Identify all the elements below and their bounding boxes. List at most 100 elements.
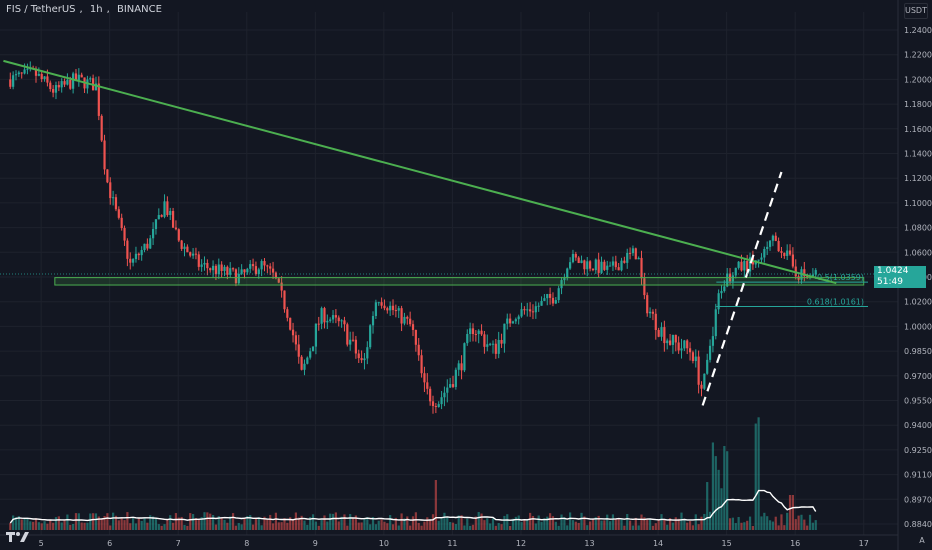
candle-body — [369, 325, 372, 348]
volume-bar — [569, 512, 572, 530]
candle-body — [780, 251, 783, 253]
candle-body — [66, 79, 69, 85]
volume-bar — [794, 519, 797, 530]
volume-bar — [783, 525, 786, 530]
candle-body — [229, 268, 232, 275]
volume-bar — [86, 522, 89, 530]
candle-body — [549, 293, 552, 298]
volume-bar — [311, 514, 315, 530]
candle-body — [620, 260, 623, 271]
candle-body — [686, 340, 689, 349]
volume-bar — [754, 423, 757, 530]
volume-bar — [646, 518, 649, 530]
volume-bar — [654, 523, 657, 530]
candle-body — [594, 259, 597, 271]
candle-body — [120, 217, 123, 229]
candle-body — [634, 248, 637, 260]
candle-body — [806, 276, 809, 278]
volume-bar — [708, 511, 712, 530]
volume-bar — [94, 513, 98, 530]
candle-body — [426, 382, 429, 389]
volume-bar — [740, 522, 743, 530]
candle-body — [603, 261, 606, 270]
candle-body — [774, 235, 777, 241]
candle-body — [157, 215, 160, 220]
candle-body — [671, 334, 675, 345]
candle-body — [454, 369, 457, 387]
candle-body — [580, 260, 583, 264]
candle-body — [534, 306, 537, 313]
volume-bar — [671, 522, 675, 530]
candle-body — [246, 268, 249, 273]
volume-bar — [640, 514, 643, 530]
candle-body — [226, 266, 229, 275]
candle-body — [611, 261, 615, 266]
candles — [9, 61, 817, 414]
volume-bar — [200, 517, 203, 530]
volume-bar — [814, 520, 817, 530]
y-tick-label: 1.0200 — [904, 298, 932, 307]
candle-body — [134, 253, 138, 260]
volume-bar — [177, 517, 180, 530]
volume-bar — [229, 516, 232, 530]
x-tick-label: 6 — [107, 539, 112, 548]
volume-bar — [280, 522, 283, 530]
candle-body — [717, 293, 720, 310]
candle-body — [209, 268, 212, 271]
candle-body — [591, 268, 595, 271]
volume-bar — [403, 518, 406, 530]
volume-bar — [637, 525, 640, 530]
candle-body — [14, 74, 18, 76]
volume-bar — [317, 525, 320, 530]
candle-body — [46, 76, 49, 83]
auto-scale-button[interactable]: A — [919, 536, 925, 545]
candle-body — [551, 297, 555, 304]
candle-body — [160, 215, 163, 217]
candle-body — [631, 248, 635, 254]
volume-bar — [243, 517, 246, 530]
candle-body — [357, 353, 360, 359]
volume-bar — [597, 515, 600, 530]
candle-body — [280, 282, 283, 291]
volume-bar — [197, 519, 200, 530]
volume-bar — [383, 521, 386, 530]
candle-body — [497, 339, 500, 354]
volume-bar — [151, 516, 155, 530]
candle-body — [40, 73, 43, 80]
candle-body — [803, 269, 806, 277]
volume-bar — [163, 524, 166, 530]
volume-bar — [660, 514, 663, 530]
volume-bar — [583, 516, 586, 530]
volume-bar — [440, 518, 443, 530]
tradingview-logo-icon[interactable] — [6, 530, 30, 544]
volume-bar — [203, 512, 206, 530]
volume-bar — [72, 523, 75, 530]
volume-bar — [169, 515, 172, 530]
candle-body — [140, 250, 143, 256]
volume-bar — [140, 520, 143, 530]
candle-body — [740, 261, 743, 271]
candle-body — [714, 309, 717, 337]
volume-bar — [23, 518, 26, 530]
candle-body — [151, 228, 155, 239]
candle-body — [540, 300, 543, 306]
volume-bar — [100, 518, 103, 530]
y-tick-label: 0.9400 — [904, 421, 932, 430]
candle-body — [517, 316, 520, 320]
volume-bar — [92, 513, 95, 530]
volume-bar — [300, 515, 303, 530]
candle-body — [768, 240, 772, 247]
candle-body — [237, 273, 240, 284]
candle-body — [9, 79, 12, 87]
currency-button[interactable]: USDT — [904, 3, 928, 19]
volume-bar — [531, 516, 535, 530]
volume-bar — [129, 523, 132, 530]
volume-bar — [240, 524, 243, 530]
volume-bar — [594, 517, 597, 530]
candle-body — [146, 243, 149, 249]
volume-bar — [668, 518, 672, 530]
candle-body — [269, 266, 272, 269]
candle-body — [354, 339, 357, 354]
candle-body — [60, 81, 63, 88]
